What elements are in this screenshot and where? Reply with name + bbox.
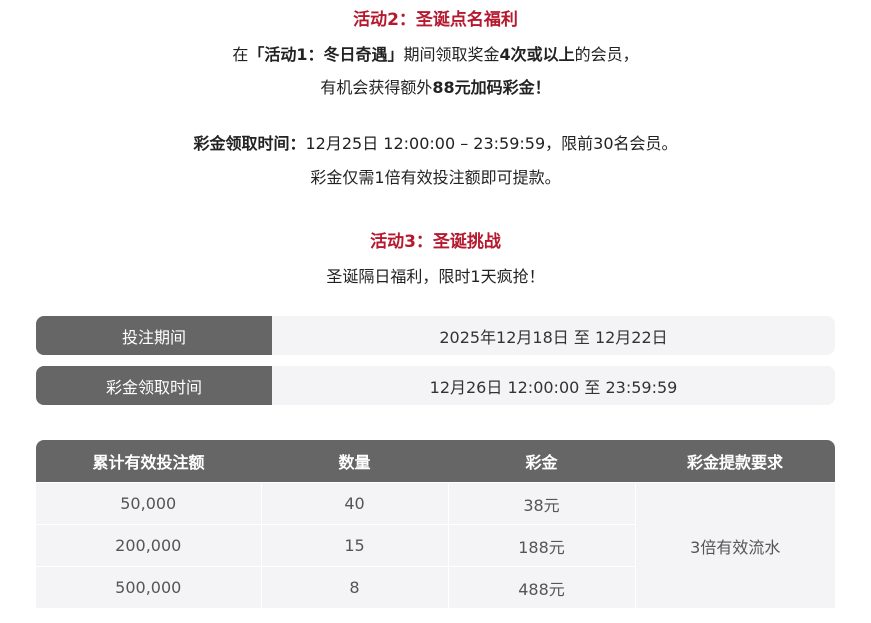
time-label: 彩金领取时间： xyxy=(193,134,306,153)
activity2-title: 活动2：圣诞点名福利 xyxy=(353,10,518,30)
cell: 488元 xyxy=(447,566,636,609)
cell: 38元 xyxy=(447,482,636,525)
cell: 8 xyxy=(260,566,449,609)
info-label: 彩金领取时间 xyxy=(36,366,272,405)
activity2-time: 彩金领取时间：12月25日 12:00:00 – 23:59:59，限前30名会… xyxy=(0,133,871,155)
times-requirement: 4次或以上 xyxy=(499,45,575,64)
cell: 50,000 xyxy=(36,482,262,525)
bonus-amount: 88元加码彩金！ xyxy=(432,78,551,97)
table-row: 500,000 8 488元 xyxy=(36,566,835,609)
activity3-subtitle: 圣诞隔日福利，限时1天疯抢！ xyxy=(326,267,545,286)
header-cell: 彩金 xyxy=(448,440,635,483)
table-row: 50,000 40 38元 3倍有效流水 xyxy=(36,482,835,609)
header-cell: 彩金提款要求 xyxy=(635,440,835,483)
activity2-line2: 有机会获得额外88元加码彩金！ xyxy=(0,77,871,99)
time-text: 12月25日 12:00:00 – 23:59:59，限前30名会员。 xyxy=(305,134,678,153)
text: 有机会获得额外 xyxy=(320,78,433,97)
info-bar-bet-period: 投注期间 2025年12月18日 至 12月22日 xyxy=(36,316,835,355)
cell: 188元 xyxy=(447,524,636,567)
cell: 200,000 xyxy=(36,524,262,567)
text: 在 xyxy=(232,45,249,64)
cell: 15 xyxy=(260,524,449,567)
cell: 40 xyxy=(260,482,449,525)
text: 期间领取奖金 xyxy=(403,45,500,64)
table-header: 累计有效投注额 数量 彩金 彩金提款要求 xyxy=(36,440,835,483)
requirement-cell: 3倍有效流水 xyxy=(634,482,835,609)
bonus-table: 累计有效投注额 数量 彩金 彩金提款要求 50,000 40 38元 3倍有效流… xyxy=(36,440,835,609)
activity3-title: 活动3：圣诞挑战 xyxy=(370,232,501,252)
header-cell: 累计有效投注额 xyxy=(36,440,261,483)
activity2-note: 彩金仅需1倍有效投注额即可提款。 xyxy=(310,168,561,187)
info-label: 投注期间 xyxy=(36,316,272,355)
info-value: 2025年12月18日 至 12月22日 xyxy=(439,327,668,347)
text: 的会员， xyxy=(574,45,639,64)
activity2-line1: 在「活动1：冬日奇遇」期间领取奖金4次或以上的会员， xyxy=(0,44,871,66)
cell: 500,000 xyxy=(36,566,262,609)
activity1-name: 「活动1：冬日奇遇」 xyxy=(248,45,404,64)
header-cell: 数量 xyxy=(261,440,448,483)
info-value: 12月26日 12:00:00 至 23:59:59 xyxy=(429,377,678,397)
info-bar-claim-time: 彩金领取时间 12月26日 12:00:00 至 23:59:59 xyxy=(36,366,835,405)
